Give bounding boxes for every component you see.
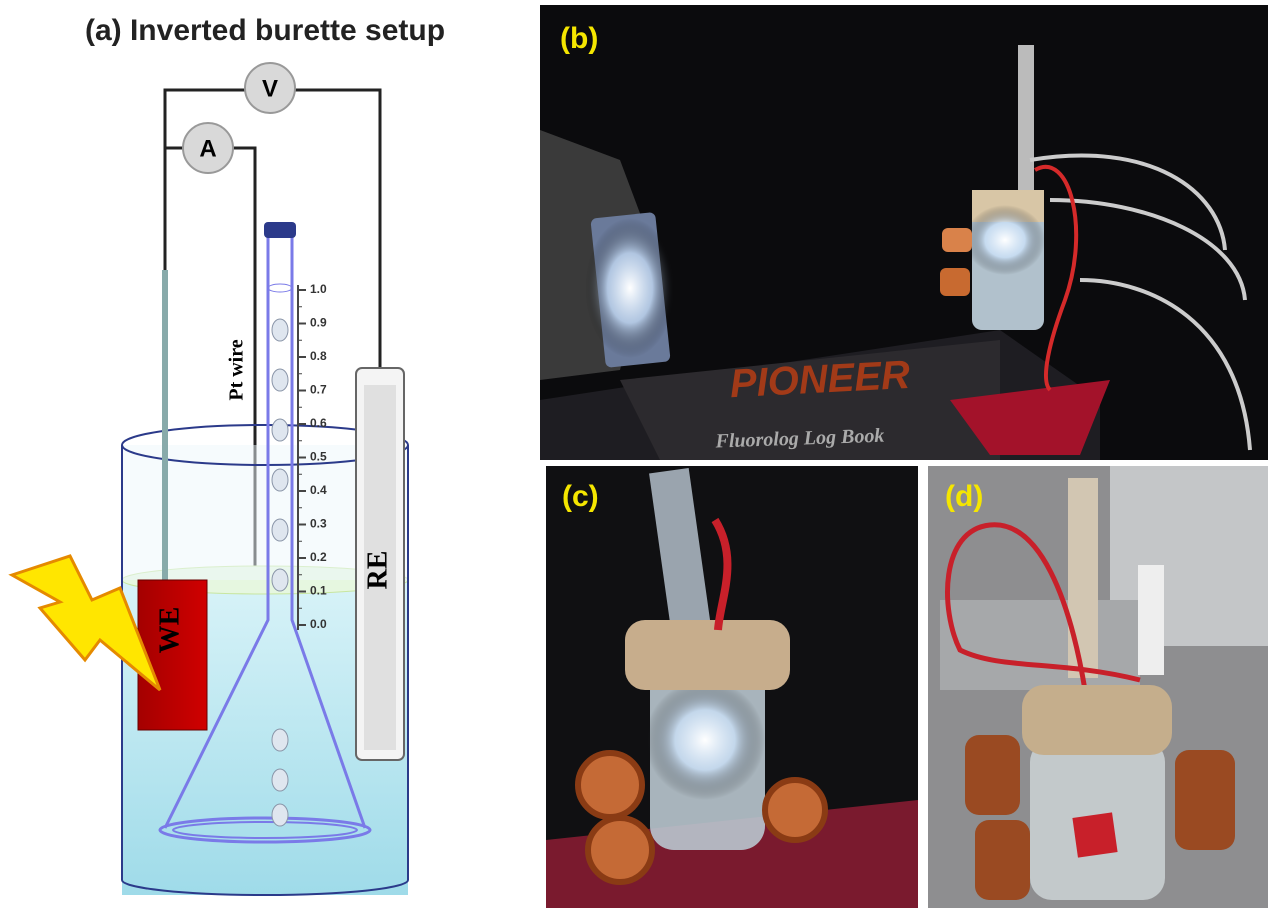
scale-label: 0.5: [310, 450, 327, 464]
bubble: [272, 519, 288, 541]
burette: [1018, 45, 1034, 195]
lamp-glow: [585, 218, 675, 358]
working-electrode: [138, 580, 207, 730]
pt-label: Pt wire: [226, 339, 248, 400]
copper-tube: [975, 820, 1030, 900]
bubble: [272, 769, 288, 791]
copper-tube: [588, 818, 652, 882]
we-rod: [162, 270, 168, 582]
panel-label: (c): [562, 480, 599, 513]
cell-cap: [625, 620, 790, 690]
bubble: [272, 469, 288, 491]
bubble: [272, 569, 288, 591]
burette-cap: [264, 222, 296, 238]
scale-label: 0.3: [310, 517, 327, 531]
cell-cap: [1022, 685, 1172, 755]
scale-label: 0.4: [310, 483, 327, 497]
scale-label: 0.0: [310, 617, 327, 631]
burette: [1068, 478, 1098, 678]
scale-label: 0.1: [310, 584, 327, 598]
copper-tube: [942, 228, 972, 252]
we-label: WE: [154, 607, 185, 654]
bubble: [272, 369, 288, 391]
copper-tube: [1175, 750, 1235, 850]
panel-title: (a) Inverted burette setup: [85, 14, 445, 47]
re-label: RE: [362, 551, 393, 590]
bubble: [272, 419, 288, 441]
cell-glow: [965, 205, 1045, 275]
voltmeter-label: V: [262, 75, 278, 102]
panel-c: (c): [546, 466, 918, 908]
background-instrument: [940, 600, 1140, 690]
copper-tube: [765, 780, 825, 840]
panel-b: PIONEER Fluorolog Log Book (b): [540, 5, 1268, 460]
book-sign: PIONEER: [729, 353, 911, 406]
figure: (a) Inverted burette setup V A WE RE Pt …: [0, 0, 1270, 910]
scale-label: 0.9: [310, 316, 327, 330]
panel-d: (d): [928, 466, 1268, 908]
scale-label: 0.8: [310, 349, 327, 363]
reference-electrode: [1138, 565, 1164, 675]
panel-a: (a) Inverted burette setup V A WE RE Pt …: [12, 14, 445, 895]
scale-label: 0.7: [310, 383, 327, 397]
scale-label: 0.2: [310, 550, 327, 564]
panel-label: (b): [560, 22, 598, 55]
bubble: [272, 729, 288, 751]
electrode: [1072, 812, 1117, 857]
copper-tube: [940, 268, 970, 296]
cell-glow: [645, 680, 765, 800]
copper-tube: [965, 735, 1020, 815]
panel-label: (d): [945, 480, 983, 513]
scale-label: 0.6: [310, 416, 327, 430]
meniscus: [268, 284, 292, 292]
bubble: [272, 804, 288, 826]
scale-label: 1.0: [310, 282, 327, 296]
ammeter-label: A: [199, 135, 216, 162]
bubble: [272, 319, 288, 341]
copper-tube: [578, 753, 642, 817]
